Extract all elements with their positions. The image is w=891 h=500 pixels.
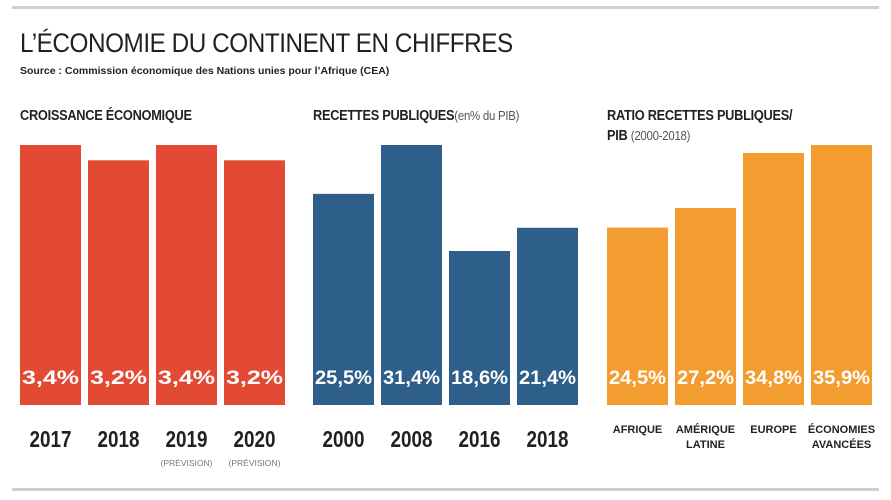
- bar-value-label: 3,4%: [22, 368, 79, 389]
- page-title: L’ÉCONOMIE DU CONTINENT EN CHIFFRES: [20, 28, 513, 58]
- bar-value-label: 27,2%: [677, 368, 734, 389]
- bottom-rule: [12, 488, 879, 491]
- category-label: EUROPE: [750, 424, 796, 436]
- bar: [313, 193, 374, 405]
- category-note: (PRÉVISION): [161, 458, 213, 468]
- bar-value-label: 24,5%: [609, 368, 666, 389]
- bar-value-label: 18,6%: [451, 368, 508, 389]
- bar: [607, 227, 668, 405]
- bar-value-label: 31,4%: [383, 368, 440, 389]
- category-label: AMÉRIQUE: [676, 423, 735, 436]
- bar-value-label: 21,4%: [519, 368, 576, 389]
- top-rule: [12, 6, 879, 9]
- bar: [156, 145, 217, 405]
- bar: [517, 227, 578, 405]
- bar: [88, 160, 149, 405]
- panel-title-text: CROISSANCE ÉCONOMIQUE: [20, 108, 192, 124]
- bar-value-label: 25,5%: [315, 368, 372, 389]
- category-note: (PRÉVISION): [229, 458, 281, 468]
- panel-title-recettes: RECETTES PUBLIQUES(en% du PIB): [313, 106, 519, 126]
- panel-title-croissance: CROISSANCE ÉCONOMIQUE: [20, 106, 192, 126]
- bar-value-label: 3,2%: [90, 368, 147, 389]
- source-note: Source : Commission économique des Natio…: [20, 65, 390, 77]
- category-label: LATINE: [686, 439, 725, 451]
- category-label: AVANCÉES: [812, 438, 872, 451]
- panel-title-ratio: RATIO RECETTES PUBLIQUES/ PIB (2000-2018…: [607, 106, 793, 146]
- category-label: 2000: [323, 427, 365, 452]
- panel-title-line-2: PIB: [607, 128, 628, 144]
- bar: [811, 145, 872, 405]
- category-label: 2019: [166, 427, 208, 452]
- panel-title-line-1: RATIO RECETTES PUBLIQUES/: [607, 108, 793, 124]
- bar-value-label: 3,4%: [158, 368, 215, 389]
- bar-value-label: 35,9%: [813, 368, 870, 389]
- category-label: ÉCONOMIES: [808, 423, 875, 436]
- category-label: 2020: [234, 427, 276, 452]
- category-label: 2008: [391, 427, 433, 452]
- category-label: 2016: [459, 427, 501, 452]
- bar: [224, 160, 285, 405]
- category-label: 2017: [30, 427, 72, 452]
- panel-subtitle: (en% du PIB): [454, 108, 520, 123]
- panel-subtitle: (2000-2018): [630, 128, 691, 143]
- bar: [20, 145, 81, 405]
- category-label: 2018: [527, 427, 569, 452]
- bar: [381, 145, 442, 405]
- bar-value-label: 34,8%: [745, 368, 802, 389]
- bar: [675, 208, 736, 405]
- bar: [449, 250, 510, 405]
- category-label: 2018: [98, 427, 140, 452]
- bar: [743, 152, 804, 405]
- panel-title-text: RECETTES PUBLIQUES: [313, 108, 455, 124]
- category-label: AFRIQUE: [613, 424, 663, 436]
- bar-value-label: 3,2%: [226, 368, 283, 389]
